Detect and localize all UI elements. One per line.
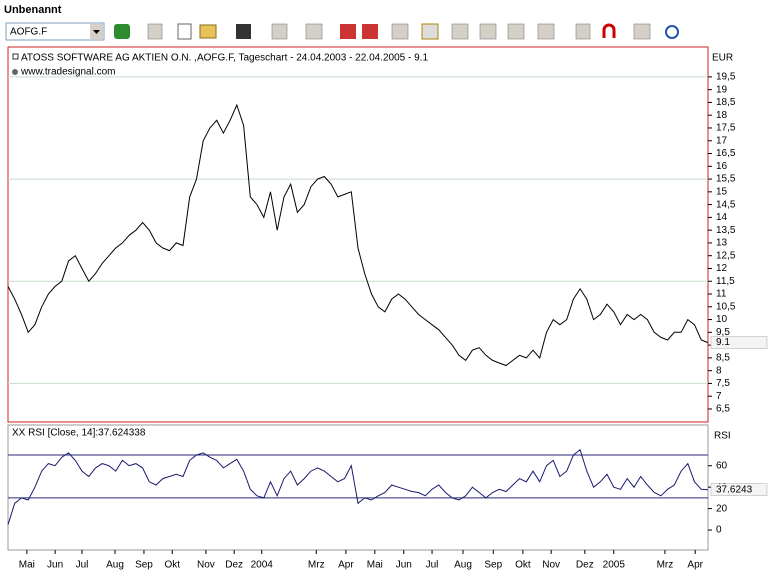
tool-button[interactable] <box>236 24 251 39</box>
x-tick-label: Jul <box>76 560 89 571</box>
y-tick-label: 14,5 <box>716 199 736 210</box>
tool-button[interactable] <box>199 24 217 39</box>
last-value-box <box>710 483 768 496</box>
tool-button[interactable] <box>421 23 439 40</box>
x-tick-label: 2005 <box>603 560 626 571</box>
rsi-panel <box>7 424 709 551</box>
price-panel <box>7 46 709 423</box>
toolbar: AOFG.F <box>5 22 679 41</box>
price-line <box>7 103 709 367</box>
y-tick-label: 8 <box>716 365 722 376</box>
x-tick-label: Mai <box>367 560 383 571</box>
x-tick-label: Apr <box>687 560 703 571</box>
y-tick-label: 17,5 <box>716 123 736 134</box>
x-tick-label: Jul <box>426 560 439 571</box>
last-value-box <box>710 336 768 349</box>
x-tick-label: Jun <box>47 560 63 571</box>
rsi-axis-label: RSI <box>714 431 731 442</box>
y-tick-label: 60 <box>716 460 728 471</box>
tool-button[interactable] <box>665 25 679 39</box>
tool-button[interactable] <box>391 23 409 40</box>
x-tick-label: Mrz <box>657 560 674 571</box>
x-tick-label: Sep <box>484 560 502 571</box>
y-tick-label: 12,5 <box>716 250 736 261</box>
price-title: ATOSS SOFTWARE AG AKTIEN O.N. ,AOFG.F, T… <box>21 53 428 64</box>
y-tick-label: 6,5 <box>716 404 730 415</box>
y-tick-label: 20 <box>716 503 728 514</box>
y-tick-label: 15,5 <box>716 174 736 185</box>
tool-button[interactable] <box>305 23 323 40</box>
legend-icon <box>12 53 19 60</box>
x-tick-label: Dez <box>225 560 243 571</box>
x-tick-label: Okt <box>515 560 531 571</box>
x-tick-label: Aug <box>106 560 124 571</box>
tool-button[interactable] <box>575 23 591 40</box>
y-tick-label: 16,5 <box>716 148 736 159</box>
x-tick-label: Okt <box>164 560 180 571</box>
x-tick-label: Nov <box>197 560 215 571</box>
price-axis-label: EUR <box>712 53 733 64</box>
y-tick-label: 18 <box>716 110 728 121</box>
tool-button[interactable] <box>147 23 163 40</box>
price-subtitle: www.tradesignal.com <box>20 67 115 78</box>
x-tick-label: Jun <box>396 560 412 571</box>
y-tick-label: 10 <box>716 314 728 325</box>
y-tick-label: 16 <box>716 161 728 172</box>
tool-button[interactable] <box>479 23 497 40</box>
rsi-title: XX RSI [Close, 14]:37.624338 <box>12 428 146 439</box>
x-tick-label: Mai <box>19 560 35 571</box>
y-tick-label: 18,5 <box>716 97 736 108</box>
x-tick-label: 2004 <box>251 560 274 571</box>
last-value-label: 9.1 <box>716 337 730 348</box>
y-tick-label: 19 <box>716 84 728 95</box>
x-tick-label: Mrz <box>308 560 325 571</box>
y-tick-label: 13 <box>716 238 728 249</box>
window-title: Unbenannt <box>4 4 62 16</box>
y-tick-label: 14 <box>716 212 728 223</box>
y-tick-label: 9,5 <box>716 327 730 338</box>
x-tick-label: Dez <box>576 560 594 571</box>
last-value-label: 37.6243 <box>716 484 753 495</box>
y-tick-label: 11 <box>716 289 727 300</box>
x-tick-label: Apr <box>338 560 354 571</box>
tool-button[interactable] <box>633 23 651 40</box>
y-tick-label: 13,5 <box>716 225 736 236</box>
tool-button[interactable] <box>114 24 130 39</box>
y-tick-label: 7,5 <box>716 378 730 389</box>
tool-button[interactable] <box>507 23 525 40</box>
y-tick-label: 17 <box>716 135 728 146</box>
combobox-arrow <box>93 30 100 34</box>
price-line <box>7 448 709 525</box>
x-tick-label: Aug <box>454 560 472 571</box>
tool-button[interactable] <box>271 23 288 40</box>
y-tick-label: 8,5 <box>716 353 730 364</box>
tool-button[interactable] <box>451 23 469 40</box>
x-tick-label: Nov <box>542 560 560 571</box>
tool-button[interactable] <box>537 23 555 40</box>
y-tick-label: 10,5 <box>716 301 736 312</box>
link-icon <box>12 69 18 75</box>
y-tick-label: 0 <box>716 525 722 536</box>
tool-button[interactable] <box>362 24 378 39</box>
y-tick-label: 15 <box>716 186 728 197</box>
y-tick-label: 19,5 <box>716 72 736 83</box>
symbol-text: AOFG.F <box>10 27 47 38</box>
y-tick-label: 11,5 <box>716 276 735 287</box>
symbol-combobox[interactable] <box>5 22 105 41</box>
tool-button[interactable] <box>602 23 616 38</box>
tool-button[interactable] <box>177 23 192 40</box>
tool-button[interactable] <box>340 24 356 39</box>
x-tick-label: Sep <box>135 560 153 571</box>
y-tick-label: 7 <box>716 391 722 402</box>
y-tick-label: 12 <box>716 263 728 274</box>
